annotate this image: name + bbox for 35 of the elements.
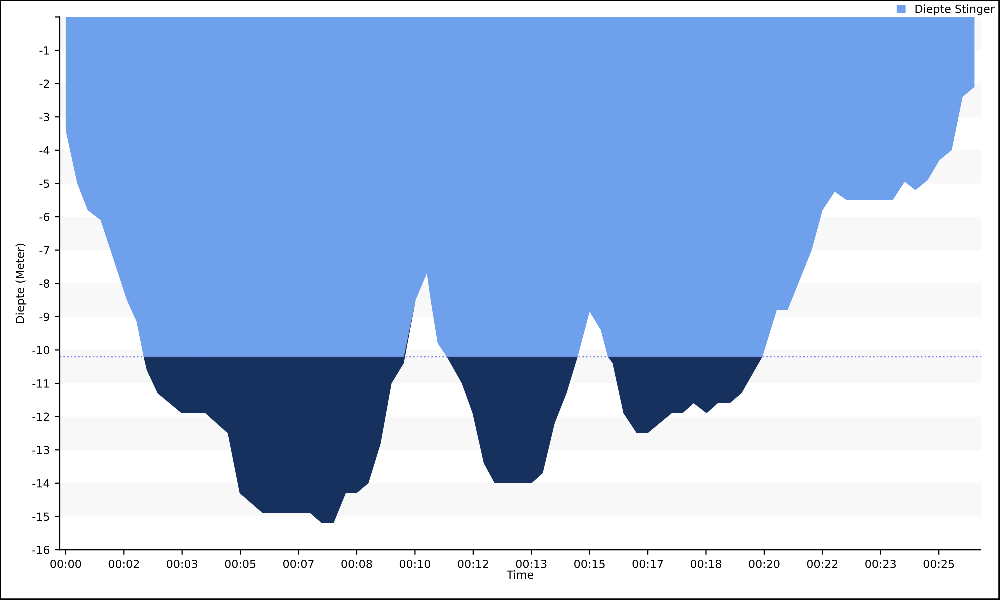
- y-tick-label: -3: [40, 113, 50, 122]
- y-tick-label: -8: [40, 280, 50, 288]
- y-tick-label: -5: [40, 180, 50, 188]
- x-tick-label: 00:02: [108, 560, 140, 568]
- x-tick-label: 00:05: [225, 560, 256, 568]
- x-tick-label: 00:03: [167, 560, 198, 568]
- y-tick-label: -7: [40, 246, 50, 255]
- y-tick-label: -12: [32, 412, 50, 422]
- x-tick-label: 00:20: [749, 560, 780, 568]
- x-tick-label: 00:17: [632, 560, 664, 568]
- y-axis-title: Diepte (Meter): [16, 244, 27, 324]
- y-tick-label: -16: [32, 546, 50, 554]
- x-tick-label: 00:18: [690, 560, 722, 568]
- y-tick-label: -4: [40, 146, 50, 155]
- x-tick-label: 00:00: [50, 560, 82, 568]
- x-tick-label: 00:15: [574, 560, 605, 568]
- y-tick-label: -13: [32, 446, 50, 454]
- y-tick-label: -2: [40, 80, 50, 88]
- y-tick-label: -11: [32, 380, 50, 388]
- x-tick-label: 00:10: [400, 560, 430, 568]
- legend-label: Diepte Stinger: [916, 4, 995, 16]
- y-tick-label: -1: [40, 46, 50, 55]
- y-tick-label: -9: [40, 312, 50, 322]
- x-tick-label: 00:25: [924, 560, 954, 568]
- x-tick-label: 00:13: [516, 560, 547, 568]
- x-tick-label: 00:08: [342, 560, 372, 568]
- y-tick-label: -15: [32, 512, 50, 522]
- x-tick-label: 00:12: [458, 560, 488, 568]
- x-tick-label: 00:07: [284, 560, 314, 568]
- x-axis-title: Time: [506, 570, 534, 580]
- y-tick-label: -14: [32, 480, 50, 488]
- y-tick-label: -6: [40, 212, 50, 222]
- y-tick-label: -10: [32, 346, 50, 355]
- x-tick-label: 00:23: [866, 560, 896, 568]
- x-tick-label: 00:22: [807, 560, 838, 568]
